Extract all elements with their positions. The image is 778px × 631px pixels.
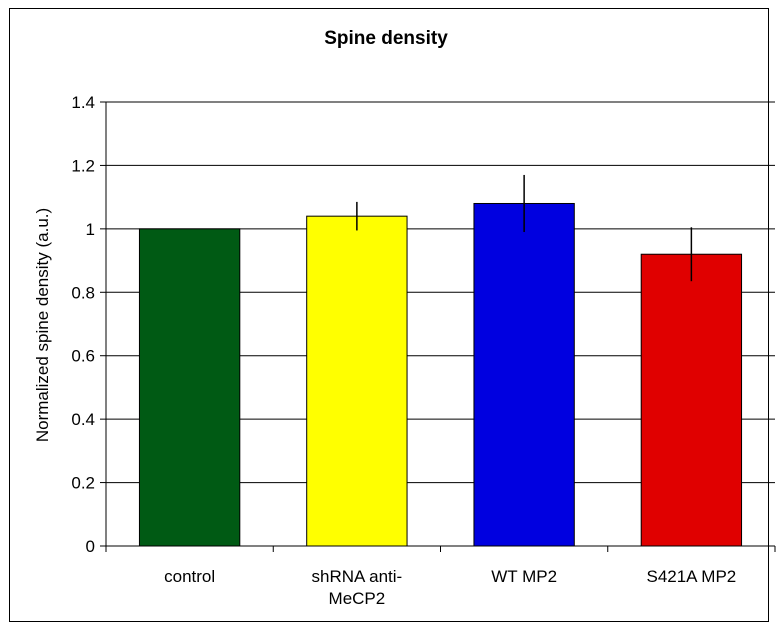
y-tick-label: 1: [86, 220, 95, 239]
bar: [640, 253, 743, 547]
bar: [473, 202, 575, 547]
bar: [306, 215, 408, 547]
x-tick-label: S421A MP2: [646, 567, 736, 586]
y-tick-label: 0: [86, 537, 95, 556]
y-tick-label: 1.4: [71, 93, 95, 112]
y-axis-label: Normalized spine density (a.u.): [33, 208, 52, 442]
y-tick-label: 1.2: [71, 156, 95, 175]
chart-title: Spine density: [324, 28, 448, 49]
y-tick-label: 0.8: [71, 283, 95, 302]
x-tick-label: shRNA anti-: [312, 567, 403, 586]
y-tick-label: 0.6: [71, 347, 95, 366]
x-tick-label: MeCP2: [329, 589, 386, 608]
bar: [138, 228, 241, 547]
y-tick-label: 0.4: [71, 410, 95, 429]
x-tick-label: control: [164, 567, 215, 586]
x-tick-label: WT MP2: [491, 567, 557, 586]
y-tick-label: 0.2: [71, 474, 95, 493]
